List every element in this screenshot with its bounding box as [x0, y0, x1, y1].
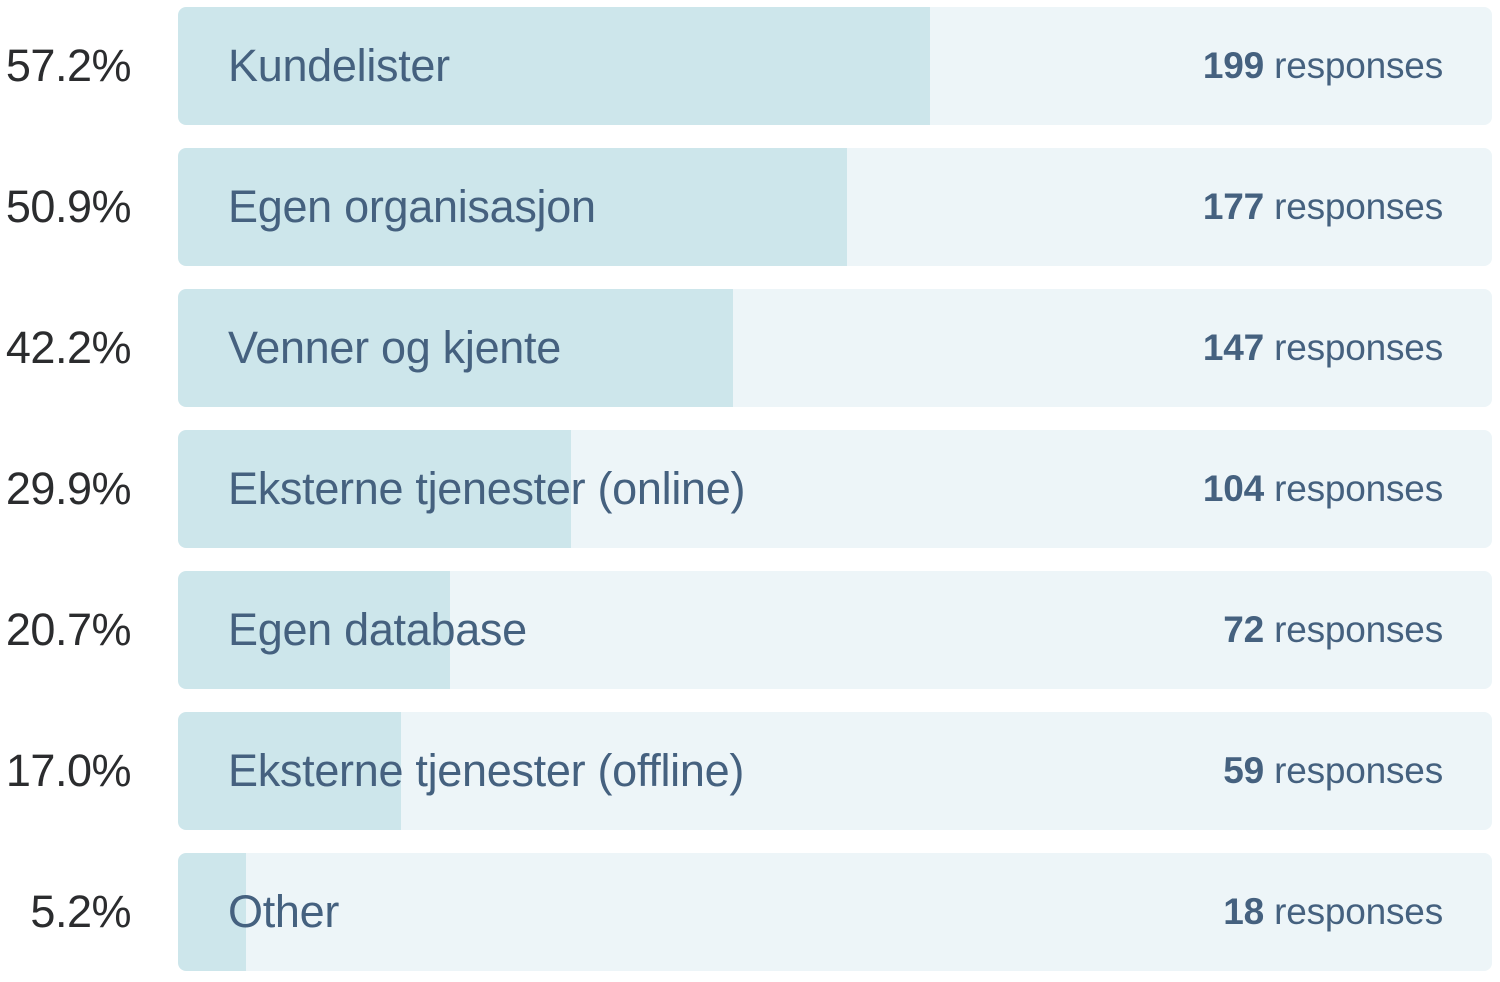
bar-fill: [178, 289, 733, 407]
column-gap: [131, 712, 178, 830]
responses-word: responses: [1264, 186, 1443, 227]
percent-label: 20.7%: [5, 604, 132, 655]
response-number: 59: [1223, 750, 1264, 791]
bar-fill: [178, 7, 930, 125]
column-gap: [131, 7, 178, 125]
response-count: 72 responses: [1223, 609, 1443, 651]
response-count: 18 responses: [1223, 891, 1443, 933]
category-label: Eksterne tjenester (online): [228, 463, 746, 514]
chart-row: 17.0% Eksterne tjenester (offline) 59 re…: [0, 712, 1492, 830]
column-gap: [131, 430, 178, 548]
response-count: 104 responses: [1203, 468, 1443, 510]
category-label: Eksterne tjenester (offline): [228, 745, 745, 796]
responses-word: responses: [1264, 750, 1443, 791]
responses-word: responses: [1264, 327, 1443, 368]
category-label: Egen database: [228, 604, 527, 655]
response-count: 199 responses: [1203, 45, 1443, 87]
bar-fill: [178, 712, 402, 830]
category-label: Kundelister: [228, 40, 450, 91]
percent-label: 17.0%: [5, 745, 132, 796]
chart-row: 57.2% Kundelister 199 responses: [0, 7, 1492, 125]
response-number: 147: [1202, 327, 1264, 368]
column-gap: [131, 148, 178, 266]
responses-word: responses: [1264, 609, 1443, 650]
responses-word: responses: [1264, 468, 1443, 509]
chart-row: 5.2% Other 18 responses: [0, 853, 1492, 971]
percent-label: 42.2%: [5, 322, 132, 373]
response-number: 104: [1202, 468, 1264, 509]
bar-track: Eksterne tjenester (online) 104 response…: [178, 430, 1492, 548]
response-count: 147 responses: [1203, 327, 1443, 369]
column-gap: [131, 571, 178, 689]
responses-word: responses: [1264, 891, 1443, 932]
percent-label: 50.9%: [5, 181, 132, 232]
bar-track: Other 18 responses: [178, 853, 1492, 971]
response-number: 177: [1202, 186, 1264, 227]
response-number: 72: [1223, 609, 1264, 650]
bar-track: Egen database 72 responses: [178, 571, 1492, 689]
category-label: Egen organisasjon: [228, 181, 596, 232]
bar-track: Eksterne tjenester (offline) 59 response…: [178, 712, 1492, 830]
responses-word: responses: [1264, 45, 1443, 86]
percent-label: 57.2%: [5, 40, 132, 91]
chart-row: 29.9% Eksterne tjenester (online) 104 re…: [0, 430, 1492, 548]
category-label: Other: [228, 886, 340, 937]
chart-row: 50.9% Egen organisasjon 177 responses: [0, 148, 1492, 266]
bar-fill: [178, 430, 571, 548]
column-gap: [131, 853, 178, 971]
column-gap: [131, 289, 178, 407]
bar-fill: [178, 571, 450, 689]
bar-fill: [178, 148, 847, 266]
chart-row: 42.2% Venner og kjente 147 responses: [0, 289, 1492, 407]
chart-row: 20.7% Egen database 72 responses: [0, 571, 1492, 689]
percent-label: 5.2%: [30, 886, 131, 937]
bar-track: Venner og kjente 147 responses: [178, 289, 1492, 407]
percent-label: 29.9%: [5, 463, 132, 514]
response-number: 199: [1202, 45, 1264, 86]
category-label: Venner og kjente: [228, 322, 561, 373]
response-count: 59 responses: [1223, 750, 1443, 792]
response-count: 177 responses: [1203, 186, 1443, 228]
bar-track: Kundelister 199 responses: [178, 7, 1492, 125]
response-number: 18: [1223, 891, 1264, 932]
bar-track: Egen organisasjon 177 responses: [178, 148, 1492, 266]
bar-fill: [178, 853, 247, 971]
